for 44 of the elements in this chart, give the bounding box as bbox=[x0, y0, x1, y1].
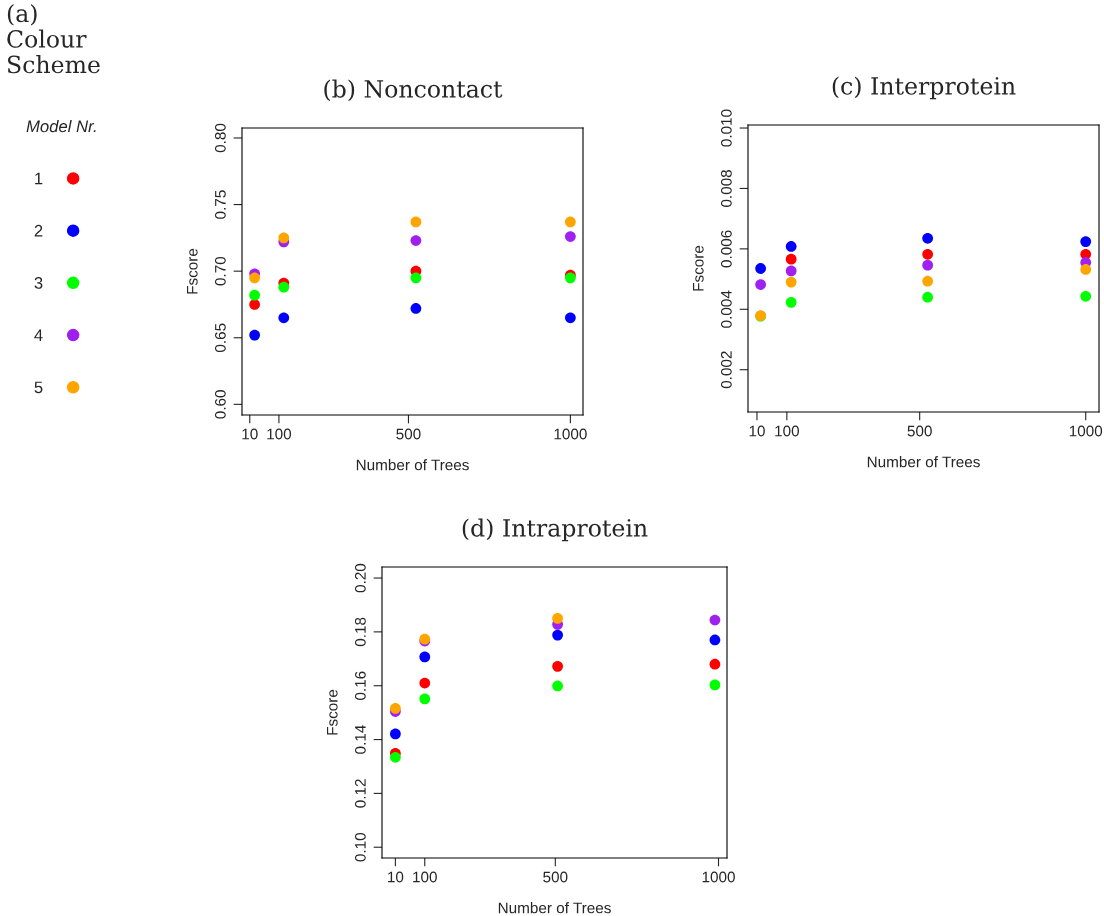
y-tick-label: 0.002 bbox=[720, 351, 732, 389]
legend-label: 5 bbox=[34, 381, 43, 394]
y-tick-label: 0.10 bbox=[354, 832, 366, 862]
y-axis-title: Fscore bbox=[692, 245, 704, 291]
y-axis-title: Fscore bbox=[326, 689, 338, 735]
x-tick-label: 1000 bbox=[554, 428, 587, 440]
y-tick-label: 0.12 bbox=[354, 779, 366, 808]
y-tick-label: 0.65 bbox=[214, 323, 226, 353]
chart-title: (d) Intraprotein bbox=[462, 518, 648, 542]
text: (a) Colour Scheme bbox=[7, 4, 100, 74]
x-tick-label: 1000 bbox=[1069, 425, 1103, 437]
x-tick-label: 500 bbox=[543, 871, 568, 883]
x-tick-label: 100 bbox=[775, 425, 799, 437]
y-tick-label: 0.18 bbox=[354, 617, 366, 647]
legend-label: 1 bbox=[35, 172, 43, 185]
x-axis-title: Number of Trees bbox=[498, 902, 611, 914]
x-axis-title: Number of Trees bbox=[867, 456, 980, 468]
y-tick-label: 0.70 bbox=[214, 256, 226, 286]
x-tick-label: 500 bbox=[907, 425, 932, 437]
x-tick-label: 100 bbox=[413, 871, 437, 883]
y-tick-label: 0.14 bbox=[354, 725, 366, 754]
y-tick-label: 0.16 bbox=[354, 671, 366, 700]
legend-label: 4 bbox=[34, 329, 43, 341]
x-tick-label: 100 bbox=[267, 428, 292, 440]
chart-title: (c) Interprotein bbox=[832, 76, 1016, 100]
x-tick-label: 10 bbox=[749, 425, 765, 437]
chart-title: (b) Noncontact bbox=[324, 79, 503, 102]
x-axis-title: Number of Trees bbox=[356, 459, 469, 471]
x-tick-label: 10 bbox=[388, 871, 404, 883]
y-tick-label: 0.004 bbox=[720, 290, 732, 328]
legend-label: 2 bbox=[34, 224, 43, 237]
legend-title: Model Nr. bbox=[26, 120, 96, 133]
legend-label: 3 bbox=[34, 277, 43, 289]
y-tick-label: 0.60 bbox=[214, 390, 226, 419]
x-tick-label: 10 bbox=[242, 428, 258, 440]
y-tick-label: 0.20 bbox=[354, 563, 366, 593]
y-axis-title: Fscore bbox=[186, 248, 198, 294]
y-tick-label: 0.010 bbox=[720, 109, 732, 147]
y-tick-label: 0.008 bbox=[720, 169, 732, 207]
y-tick-label: 0.75 bbox=[214, 190, 226, 219]
x-tick-label: 1000 bbox=[702, 871, 735, 883]
y-tick-label: 0.006 bbox=[720, 230, 732, 268]
x-tick-label: 500 bbox=[396, 428, 421, 440]
y-tick-label: 0.80 bbox=[214, 123, 226, 153]
